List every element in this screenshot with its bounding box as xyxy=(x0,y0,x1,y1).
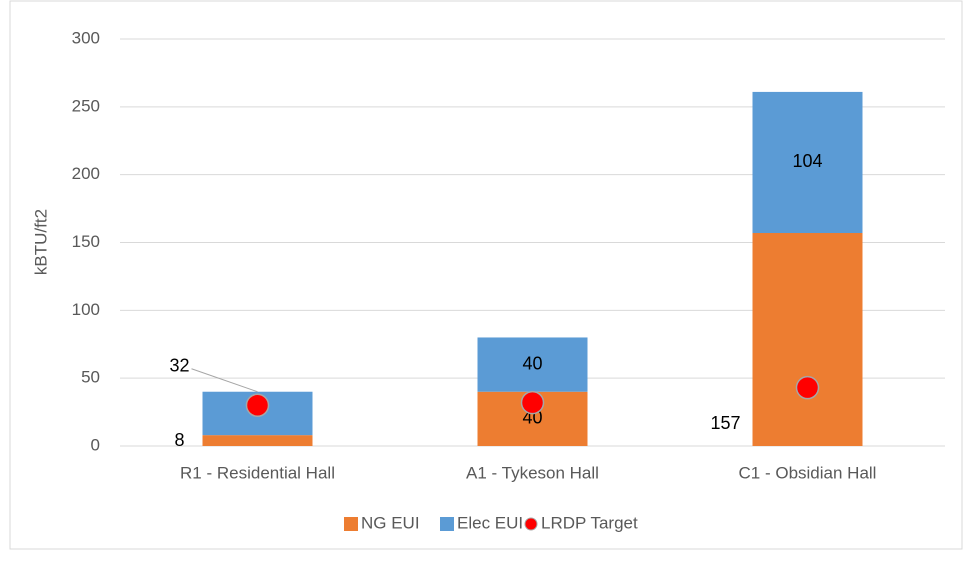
data-label: 32 xyxy=(169,355,189,375)
y-axis-title: kBTU/ft2 xyxy=(31,209,50,275)
target-marker xyxy=(795,375,820,400)
bar-segment xyxy=(752,233,863,446)
y-tick-label: 50 xyxy=(81,368,100,387)
x-tick-label: A1 - Tykeson Hall xyxy=(466,463,599,482)
legend-marker xyxy=(440,517,454,531)
x-tick-label: R1 - Residential Hall xyxy=(180,463,335,482)
data-label: 157 xyxy=(710,413,740,433)
data-label: 8 xyxy=(174,430,184,450)
y-tick-label: 250 xyxy=(72,96,100,115)
y-tick-label: 150 xyxy=(72,232,100,251)
leader-line xyxy=(191,368,258,393)
x-tick-label: C1 - Obsidian Hall xyxy=(739,463,877,482)
target-marker xyxy=(520,390,545,415)
data-label: 104 xyxy=(792,151,822,171)
y-tick-label: 200 xyxy=(72,164,100,183)
data-label: 40 xyxy=(522,353,542,373)
legend-label: Elec EUI xyxy=(457,513,523,532)
bar-segment xyxy=(477,337,588,392)
legend-marker xyxy=(344,517,358,531)
bar-segment xyxy=(202,435,313,446)
target-marker xyxy=(245,393,270,418)
legend-label: NG EUI xyxy=(361,513,420,532)
legend-marker xyxy=(524,517,538,531)
legend-label: LRDP Target xyxy=(541,513,638,532)
y-tick-label: 300 xyxy=(72,28,100,47)
y-tick-label: 0 xyxy=(91,435,100,454)
bar-segment xyxy=(752,91,863,234)
y-tick-label: 100 xyxy=(72,300,100,319)
